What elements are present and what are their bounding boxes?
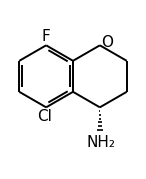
Text: NH₂: NH₂ [87,135,116,150]
Text: Cl: Cl [37,109,52,124]
Text: O: O [101,35,113,50]
Text: F: F [42,28,51,43]
